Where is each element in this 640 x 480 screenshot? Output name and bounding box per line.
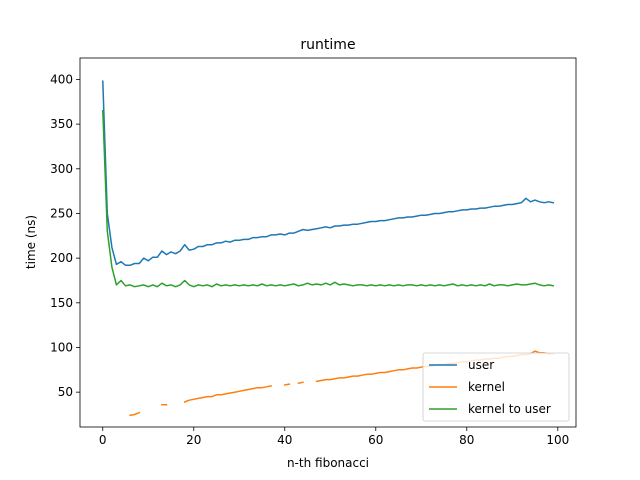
y-tick-label: 50	[58, 385, 73, 399]
legend-label: kernel	[468, 380, 505, 394]
y-tick-label: 100	[50, 340, 73, 354]
legend-label: kernel to user	[468, 402, 551, 416]
y-tick-label: 300	[50, 162, 73, 176]
x-axis: 0 20 40 60 80 100	[99, 427, 569, 447]
y-tick-label: 250	[50, 206, 73, 220]
y-tick-label: 400	[50, 72, 73, 86]
y-axis: 50 100 150 200 250 300 350 400	[50, 72, 80, 399]
y-tick-label: 350	[50, 117, 73, 131]
y-tick-label: 150	[50, 296, 73, 310]
legend: user kernel kernel to user	[422, 352, 570, 422]
x-tick-label: 100	[546, 433, 569, 447]
x-tick-label: 40	[277, 433, 292, 447]
x-tick-label: 0	[99, 433, 107, 447]
legend-box	[422, 352, 570, 422]
series-layer	[102, 80, 555, 417]
series-line-kernel-to-user	[102, 109, 555, 288]
y-axis-label: time (ns)	[24, 215, 38, 269]
x-tick-label: 80	[459, 433, 474, 447]
plot-frame	[79, 57, 577, 428]
series-line-kernel	[129, 350, 554, 417]
x-tick-label: 20	[186, 433, 201, 447]
x-axis-label: n-th fibonacci	[287, 456, 369, 470]
series-line-user	[102, 80, 555, 267]
x-tick-label: 60	[368, 433, 383, 447]
chart-title: runtime	[300, 37, 355, 53]
legend-label: user	[468, 358, 494, 372]
y-tick-label: 200	[50, 251, 73, 265]
